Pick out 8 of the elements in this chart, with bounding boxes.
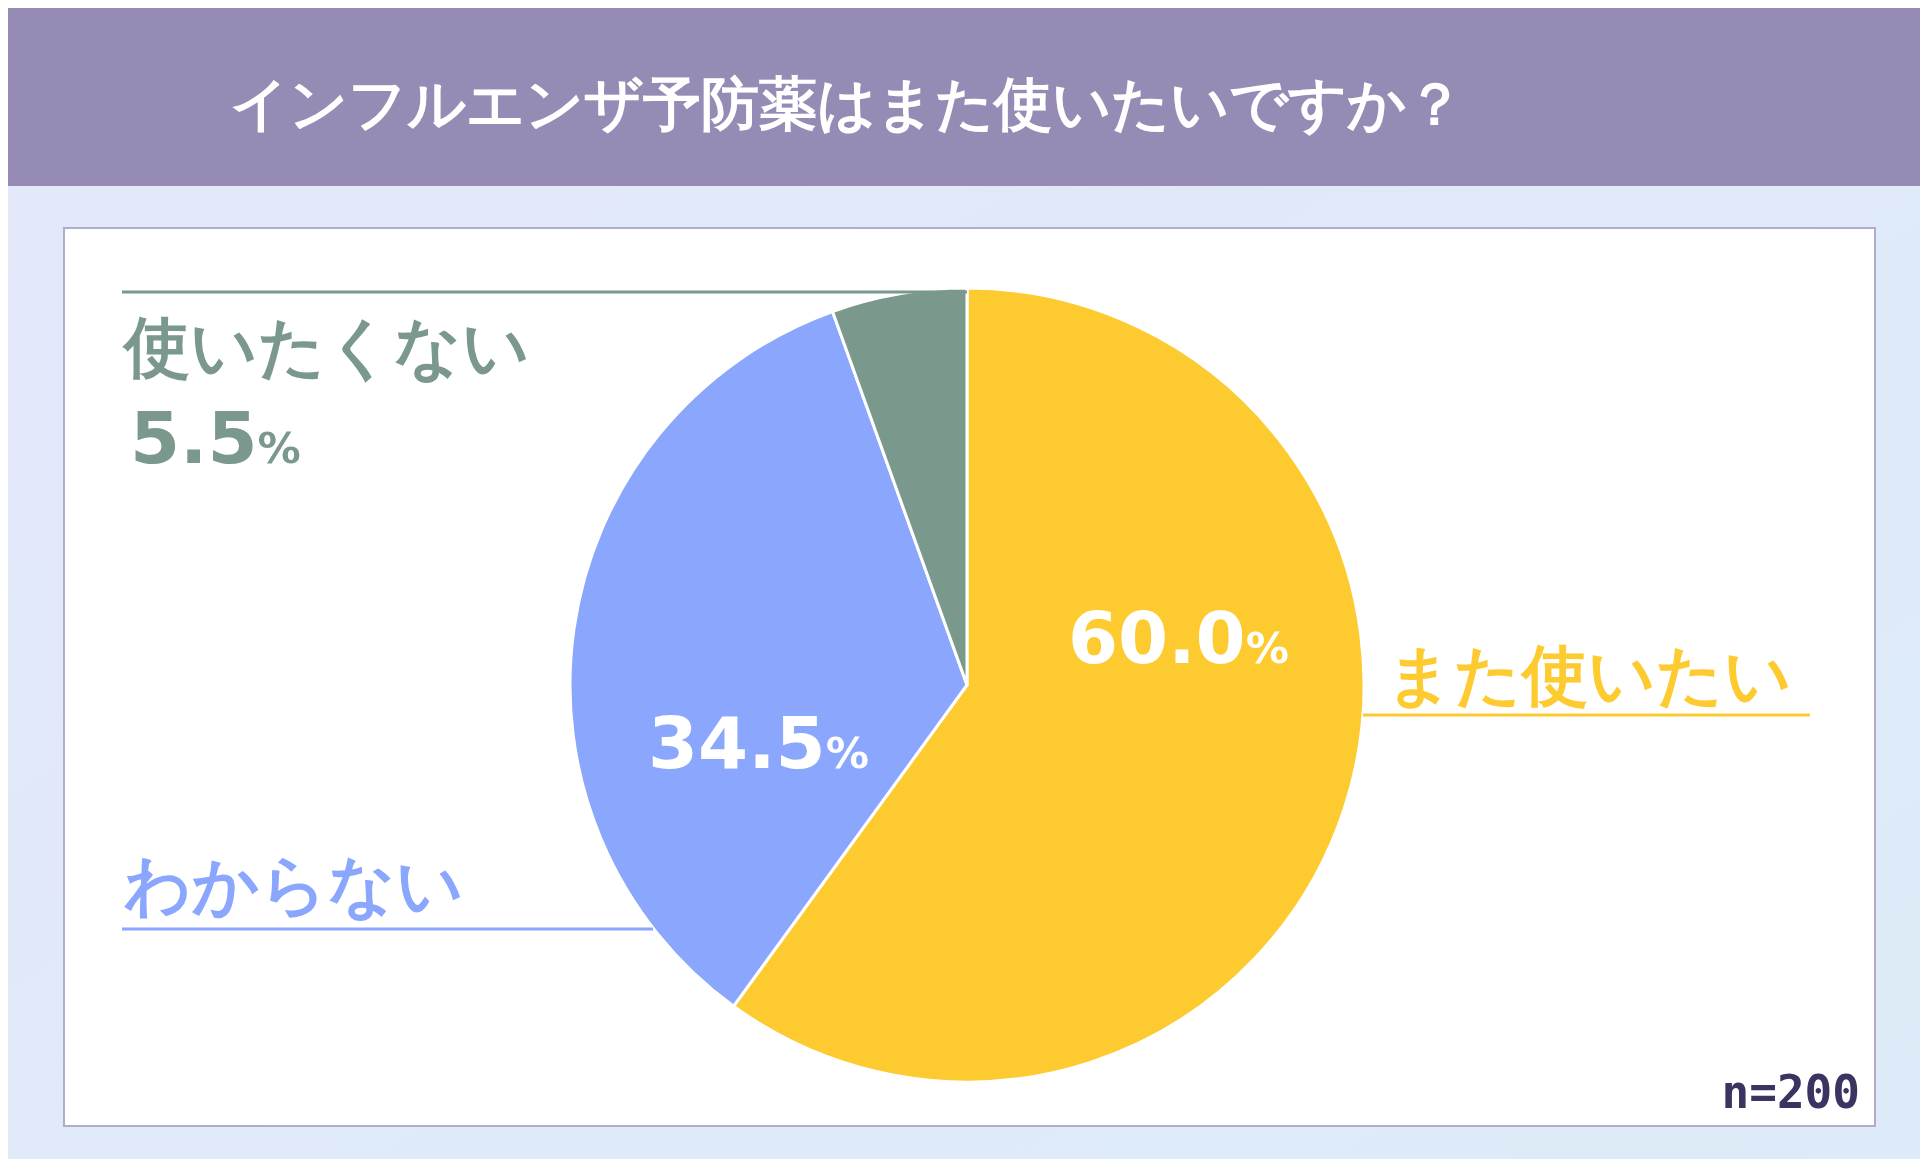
slice-label: また使いたい	[1386, 637, 1792, 714]
slice-label: 使いたくない	[122, 309, 530, 386]
data-label: 5.5%	[130, 396, 301, 480]
text: n=200	[1721, 1065, 1860, 1119]
chart-title: インフルエンザ予防薬はまた使いたいですか？	[230, 70, 1464, 138]
slice-label: わからない	[124, 847, 464, 924]
data-label: 60.0%	[1068, 596, 1289, 680]
data-label: 34.5%	[648, 701, 869, 785]
